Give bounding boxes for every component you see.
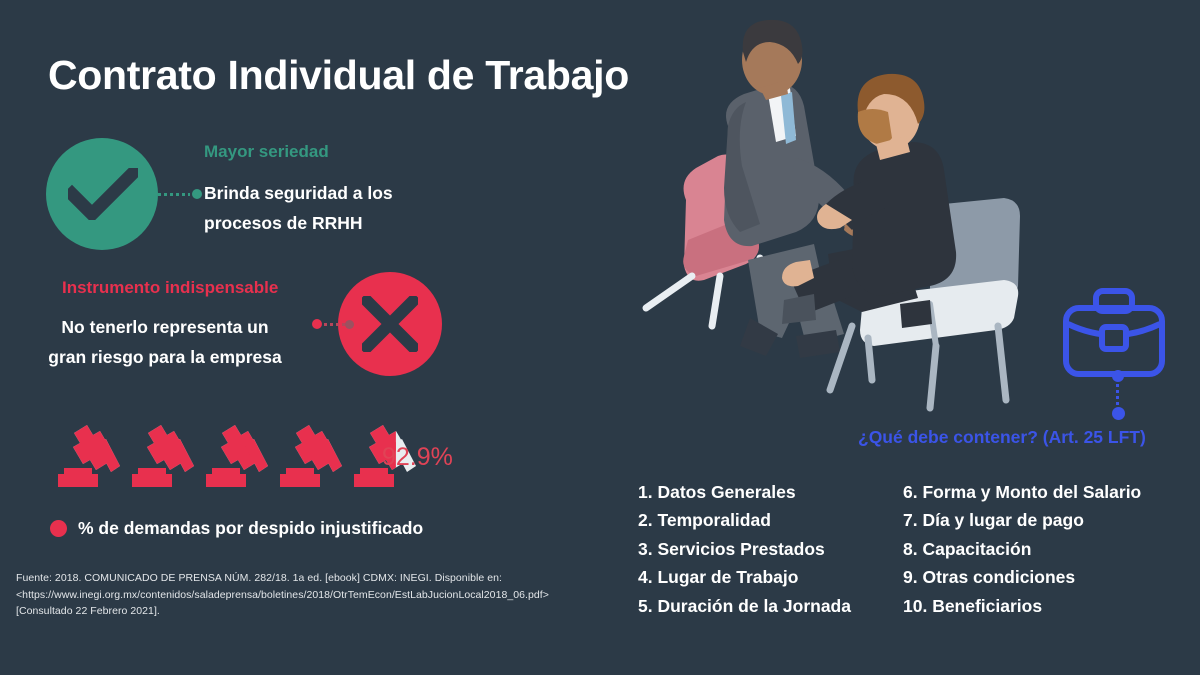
x-glyph: [362, 296, 418, 352]
list-item: 2. Temporalidad: [638, 510, 771, 531]
list-item: 5. Duración de la Jornada: [638, 595, 851, 616]
warning-body-line1: No tenerlo representa un: [61, 317, 269, 337]
source-line-2: <https://www.inegi.org.mx/contenidos/sal…: [16, 588, 549, 601]
gavel-icon: [132, 425, 194, 487]
gavel-icon-wrapper: [130, 424, 198, 490]
gavel-icon: [280, 425, 342, 487]
warning-heading: Instrumento indispensable: [62, 278, 279, 297]
list-item: 9. Otras condiciones: [903, 567, 1076, 588]
chart-legend: % de demandas por despido injustificado: [50, 518, 423, 539]
gavel-fill-layer: [58, 425, 120, 487]
briefcase-connector-line: [1112, 370, 1125, 420]
source-line-3: [Consultado 22 Febrero 2021].: [16, 605, 160, 617]
dotted-line: [1116, 384, 1119, 408]
x-icon: [338, 272, 442, 376]
warning-body: No tenerlo representa un gran riesgo par…: [30, 312, 300, 372]
list-item: 4. Lugar de Trabajo: [638, 567, 799, 588]
gavel-icon-wrapper: [352, 424, 420, 490]
source-citation: Fuente: 2018. COMUNICADO DE PRENSA NÚM. …: [16, 570, 549, 620]
check-icon: [46, 138, 158, 250]
gavel-icon-wrapper: [204, 424, 272, 490]
check-glyph: [68, 168, 138, 220]
dotted-line: [158, 193, 190, 196]
connector-dot-left: [312, 319, 322, 329]
gavel-icon: [354, 425, 416, 487]
gavel-fill-layer: [132, 425, 194, 487]
list-item: 6. Forma y Monto del Salario: [903, 482, 1142, 502]
list-item: 1. Datos Generales: [638, 482, 796, 502]
source-line-1: Fuente: 2018. COMUNICADO DE PRENSA NÚM. …: [16, 572, 502, 584]
gavel-fill-layer: [206, 425, 268, 487]
dotted-line: [324, 323, 346, 326]
contents-list-right: 6. Forma y Monto del Salario 7. Día y lug…: [903, 478, 1141, 620]
benefit-body-line1: Brinda seguridad a los: [204, 183, 393, 203]
briefcase-icon: [1062, 288, 1166, 383]
gavel-fill-layer: [354, 425, 396, 487]
legend-swatch: [50, 520, 67, 537]
contents-heading: ¿Qué debe contener? (Art. 25 LFT): [858, 427, 1146, 447]
connector-dot-right: [345, 320, 354, 329]
gavel-icon-wrapper: [56, 424, 124, 490]
list-item: 10. Beneficiarios: [903, 595, 1043, 616]
x-connector-line: [312, 319, 354, 329]
benefit-body: Brinda seguridad a los procesos de RRHH: [204, 178, 464, 238]
connector-dot-bottom: [1112, 407, 1125, 420]
handshake-meeting-illustration: [600, 8, 1060, 428]
benefit-body-line2: procesos de RRHH: [204, 213, 363, 233]
page-title: Contrato Individual de Trabajo: [48, 52, 629, 98]
stat-value: 92.9%: [382, 443, 453, 471]
list-item: 7. Día y lugar de pago: [903, 510, 1084, 531]
list-item: 3. Servicios Prestados: [638, 538, 825, 559]
connector-dot: [192, 189, 202, 199]
briefcase-glyph: [1063, 288, 1165, 377]
connector-dot-top: [1112, 370, 1124, 382]
gavel-icon: [58, 425, 120, 487]
benefit-heading: Mayor seriedad: [204, 142, 329, 161]
check-connector-line: [158, 189, 202, 199]
warning-body-line2: gran riesgo para la empresa: [48, 347, 282, 367]
list-item: 8. Capacitación: [903, 538, 1032, 559]
contents-list-left: 1. Datos Generales 2. Temporalidad 3. Serv…: [638, 478, 851, 620]
legend-label: % de demandas por despido injustificado: [78, 518, 424, 538]
gavel-icon: [206, 425, 268, 487]
illustration-svg: [642, 19, 1020, 412]
right-person-body: [852, 142, 957, 296]
gavel-icon-wrapper: [278, 424, 346, 490]
gavel-fill-layer: [280, 425, 342, 487]
